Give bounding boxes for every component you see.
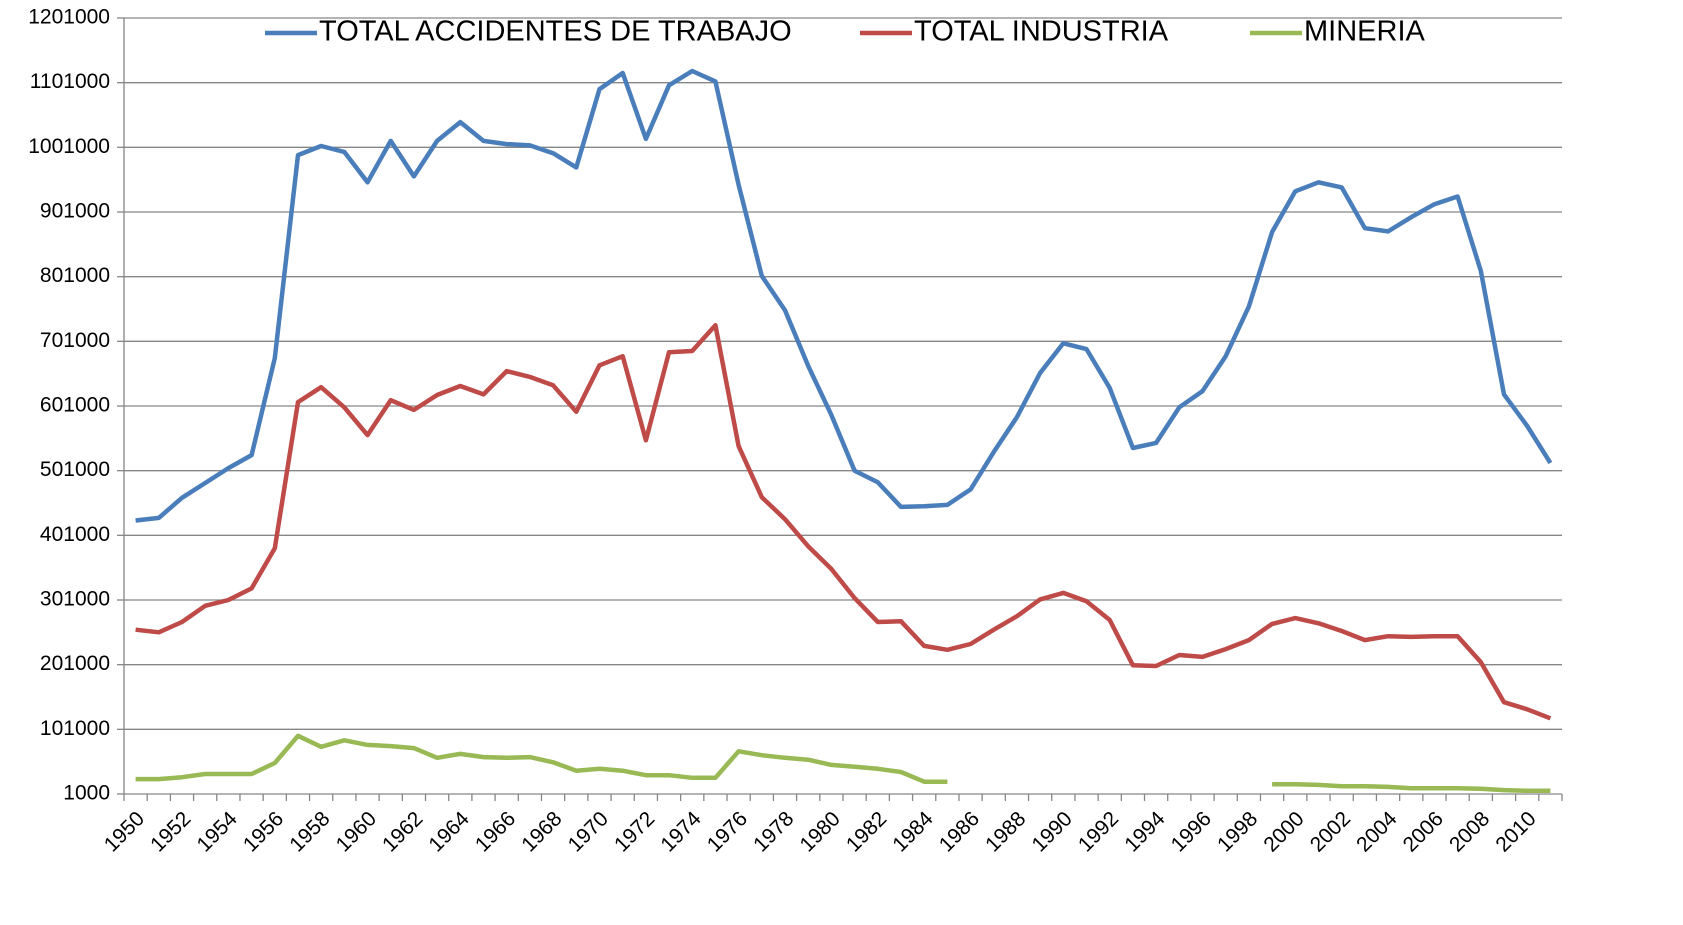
y-tick-label: 901000 [40,200,110,223]
x-tick-label: 1954 [193,807,243,857]
x-tick-label: 1990 [1027,807,1076,856]
y-tick-label: 801000 [40,264,110,287]
x-tick-label: 1958 [285,807,334,856]
x-tick-label: 1966 [471,807,520,856]
x-tick-label: 1982 [842,807,891,856]
y-tick-label: 1001000 [28,135,110,158]
series-line [135,733,1551,794]
x-tick-label: 2004 [1352,807,1402,857]
x-tick-label: 2006 [1399,807,1448,856]
x-tick-label: 1952 [146,807,195,856]
y-tick-label: 301000 [40,588,110,611]
y-tick-label: 401000 [40,523,110,546]
legend-label: TOTAL ACCIDENTES DE TRABAJO [319,16,792,48]
y-tick-label: 201000 [40,652,110,675]
x-tick-label: 1970 [564,807,613,856]
y-tick-label: 1000 [63,782,110,805]
x-tick-label: 1962 [378,807,427,856]
x-tick-label: 1984 [888,807,938,857]
x-tick-label: 1950 [100,807,149,856]
x-tick-label: 1980 [796,807,845,856]
x-tick-label: 1992 [1074,807,1123,856]
x-tick-label: 1956 [239,807,288,856]
x-tick-label: 2010 [1491,807,1540,856]
x-tick-label: 1996 [1167,807,1216,856]
y-tick-label: 1201000 [28,6,110,29]
x-tick-label: 1978 [749,807,798,856]
x-tick-label: 1988 [981,807,1030,856]
legend-label: TOTAL INDUSTRIA [914,16,1169,48]
x-tick-label: 1994 [1120,807,1170,857]
y-tick-label: 701000 [40,329,110,352]
x-tick-label: 1974 [656,807,706,857]
x-tick-label: 2000 [1259,807,1308,856]
y-tick-label: 601000 [40,394,110,417]
x-tick-label: 1960 [332,807,381,856]
y-tick-label: 501000 [40,458,110,481]
x-tick-label: 2008 [1445,807,1494,856]
x-tick-label: 2002 [1306,807,1355,856]
y-tick-label: 1101000 [30,70,110,93]
x-tick-label: 1998 [1213,807,1262,856]
x-tick-label: 1964 [424,807,474,857]
x-tick-label: 1972 [610,807,659,856]
series-line [135,68,1553,523]
series-line [135,322,1552,721]
legend-label: MINERIA [1304,16,1426,48]
x-tick-label: 1968 [517,807,566,856]
y-tick-label: 101000 [40,717,110,740]
x-tick-label: 1986 [935,807,984,856]
x-tick-label: 1976 [703,807,752,856]
